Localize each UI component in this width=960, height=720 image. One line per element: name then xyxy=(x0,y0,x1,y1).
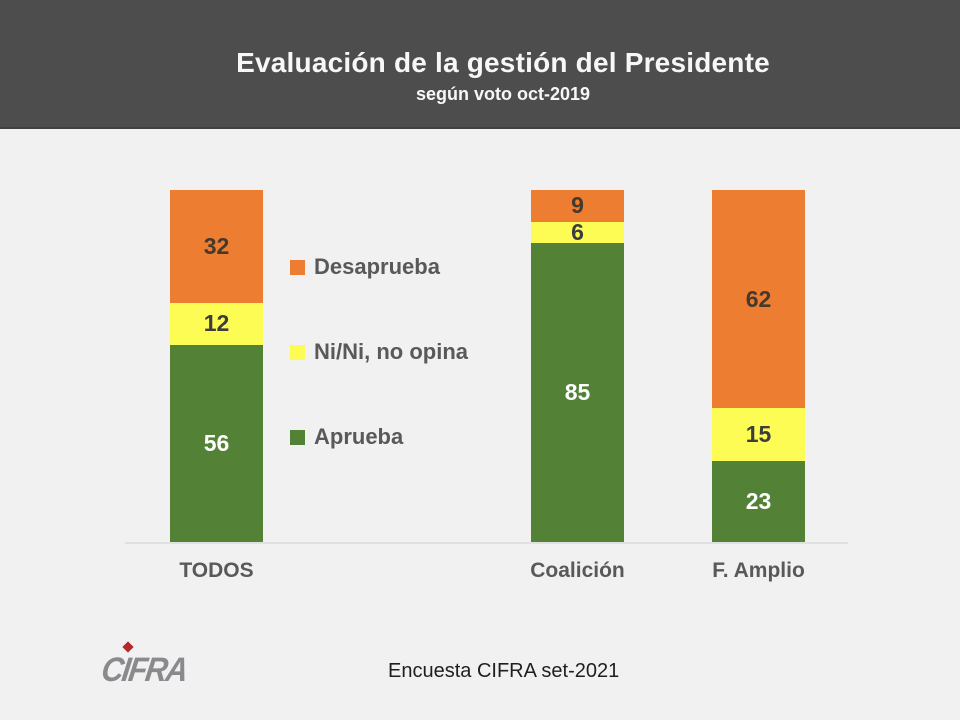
cifra-logo-text: CIFRA xyxy=(99,651,189,689)
bar-segment-todos-aprueba: 56 xyxy=(170,344,263,542)
bar-segment-todos-ni-ni-no-opina: 12 xyxy=(170,302,263,345)
bar-value-label: 62 xyxy=(745,285,772,312)
bar-segment-f-amplio-ni-ni-no-opina: 15 xyxy=(712,408,805,462)
bar-value-label: 32 xyxy=(203,232,230,259)
bar-segment-f-amplio-desaprueba: 62 xyxy=(712,190,805,409)
category-label-coalici-n: Coalición xyxy=(530,559,625,582)
category-label-f-amplio: F. Amplio xyxy=(712,559,805,582)
slide-header: Evaluación de la gestión del Presidente … xyxy=(0,0,960,129)
bar-segment-coalici-n-aprueba: 85 xyxy=(531,242,624,542)
legend-label: Aprueba xyxy=(314,424,404,449)
bar-segment-todos-desaprueba: 32 xyxy=(170,190,263,303)
source-caption: Encuesta CIFRA set-2021 xyxy=(388,660,620,682)
bar-segment-coalici-n-ni-ni-no-opina: 6 xyxy=(531,218,624,245)
legend-item-ni-ni-no-opina: Ni/Ni, no opina xyxy=(290,339,468,365)
bar-value-label: 12 xyxy=(203,310,230,337)
legend-item-desaprueba: Desaprueba xyxy=(290,254,440,280)
cifra-logo: CIFRA xyxy=(99,641,209,693)
bar-segment-f-amplio-aprueba: 23 xyxy=(712,461,805,542)
bar-segment-coalici-n-desaprueba: 9 xyxy=(531,190,624,222)
bar-value-label: 15 xyxy=(745,421,772,448)
bar-value-label: 23 xyxy=(745,488,772,514)
chart-title: Evaluación de la gestión del Presidente xyxy=(236,47,770,78)
legend-swatch-aprueba xyxy=(290,429,305,445)
legend-swatch-ni-ni-no-opina xyxy=(290,344,305,360)
bar-value-label: 56 xyxy=(203,429,230,456)
bar-value-label: 6 xyxy=(571,218,584,245)
x-axis-line xyxy=(125,542,848,544)
category-label-todos: TODOS xyxy=(179,559,254,582)
legend-label: Ni/Ni, no opina xyxy=(314,339,468,364)
bar-value-label: 9 xyxy=(571,192,584,219)
bar-value-label: 85 xyxy=(564,378,591,405)
chart-subtitle: según voto oct-2019 xyxy=(415,84,591,104)
legend-item-aprueba: Aprueba xyxy=(290,424,403,450)
legend-label: Desaprueba xyxy=(314,254,440,279)
legend-swatch-desaprueba xyxy=(290,259,305,275)
